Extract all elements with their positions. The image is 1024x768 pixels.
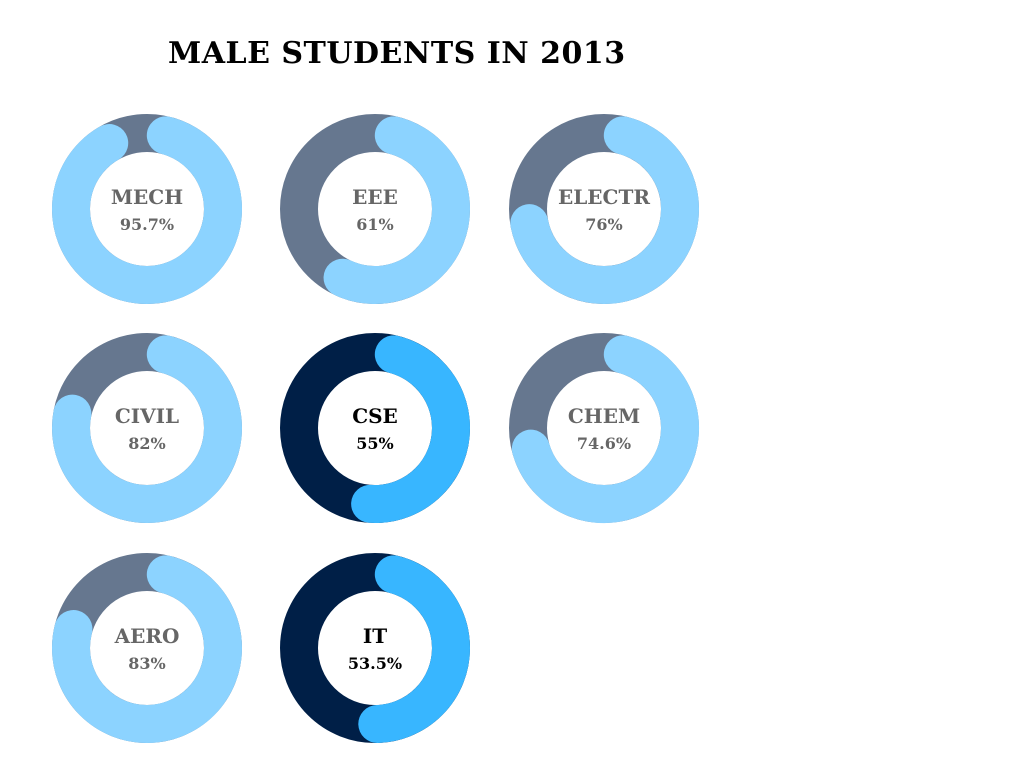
donut-value-arc-eee (323, 116, 470, 304)
chart-title: MALE STUDENTS IN 2013 (168, 36, 626, 71)
donut-value-arc-mech (52, 116, 242, 304)
donut-value-arc-electr (510, 116, 699, 304)
donut-value-arc-it (358, 555, 470, 743)
donut-name-cse: CSE (352, 404, 398, 428)
donut-value-label-electr: 76% (585, 215, 622, 234)
donut-value-arc-aero (52, 555, 242, 743)
donut-chem: CHEM 74.6% (509, 333, 699, 523)
donut-civil: CIVIL 82% (52, 333, 242, 523)
donut-value-arc-cse (351, 335, 470, 523)
donut-aero: AERO 83% (52, 553, 242, 743)
donut-eee: EEE 61% (280, 114, 470, 304)
donut-value-label-civil: 82% (128, 434, 165, 453)
donut-name-aero: AERO (114, 624, 180, 648)
donut-it: IT 53.5% (280, 553, 470, 743)
donut-value-label-eee: 61% (356, 215, 393, 234)
donut-value-label-cse: 55% (356, 434, 393, 453)
donut-name-chem: CHEM (568, 404, 640, 428)
donut-value-label-chem: 74.6% (577, 434, 631, 453)
donut-name-electr: ELECTR (558, 185, 650, 209)
donut-mech: MECH 95.7% (52, 114, 242, 304)
donut-electr: ELECTR 76% (509, 114, 699, 304)
donut-value-label-mech: 95.7% (120, 215, 174, 234)
donut-value-label-it: 53.5% (348, 654, 402, 673)
donut-cse: CSE 55% (280, 333, 470, 523)
donut-value-arc-chem (511, 335, 699, 523)
donut-name-mech: MECH (111, 185, 183, 209)
donut-name-it: IT (363, 624, 387, 648)
donut-name-eee: EEE (352, 185, 398, 209)
donut-value-label-aero: 83% (128, 654, 165, 673)
donut-value-arc-civil (52, 335, 242, 523)
donut-name-civil: CIVIL (115, 404, 179, 428)
